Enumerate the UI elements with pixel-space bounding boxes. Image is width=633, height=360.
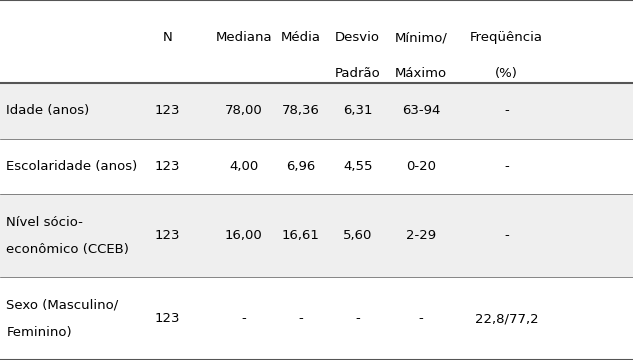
Text: -: - (504, 229, 509, 242)
Text: -: - (418, 312, 423, 325)
Text: 16,61: 16,61 (282, 229, 320, 242)
Text: 78,00: 78,00 (225, 104, 263, 117)
Text: 2-29: 2-29 (406, 229, 436, 242)
Text: (%): (%) (495, 67, 518, 80)
Text: Freqüência: Freqüência (470, 31, 543, 44)
Text: -: - (504, 104, 509, 117)
Bar (0, 194, 633, 277)
Text: 123: 123 (155, 229, 180, 242)
Text: -: - (504, 160, 509, 173)
Text: 123: 123 (155, 160, 180, 173)
Text: 4,00: 4,00 (229, 160, 258, 173)
Text: 63-94: 63-94 (402, 104, 440, 117)
Bar (0, 277, 633, 360)
Bar (0, 0, 633, 83)
Text: 6,31: 6,31 (343, 104, 372, 117)
Text: 78,36: 78,36 (282, 104, 320, 117)
Text: Feminino): Feminino) (6, 326, 72, 339)
Text: 16,00: 16,00 (225, 229, 263, 242)
Bar (0, 83, 633, 139)
Text: Média: Média (280, 31, 321, 44)
Text: Escolaridade (anos): Escolaridade (anos) (6, 160, 137, 173)
Text: 22,8/77,2: 22,8/77,2 (475, 312, 538, 325)
Text: Desvio: Desvio (335, 31, 380, 44)
Text: -: - (241, 312, 246, 325)
Text: 6,96: 6,96 (286, 160, 315, 173)
Text: Idade (anos): Idade (anos) (6, 104, 90, 117)
Text: 5,60: 5,60 (343, 229, 372, 242)
Text: 0-20: 0-20 (406, 160, 436, 173)
Text: Sexo (Masculino/: Sexo (Masculino/ (6, 298, 118, 311)
Text: Padrão: Padrão (335, 67, 380, 80)
Text: 123: 123 (155, 104, 180, 117)
Bar (0, 139, 633, 194)
Text: econômico (CCEB): econômico (CCEB) (6, 243, 129, 256)
Text: N: N (163, 31, 173, 44)
Text: 123: 123 (155, 312, 180, 325)
Text: Máximo: Máximo (395, 67, 447, 80)
Text: 4,55: 4,55 (343, 160, 372, 173)
Text: Mediana: Mediana (215, 31, 272, 44)
Text: Mínimo/: Mínimo/ (394, 31, 448, 44)
Text: -: - (355, 312, 360, 325)
Text: -: - (298, 312, 303, 325)
Text: Nível sócio-: Nível sócio- (6, 216, 83, 229)
